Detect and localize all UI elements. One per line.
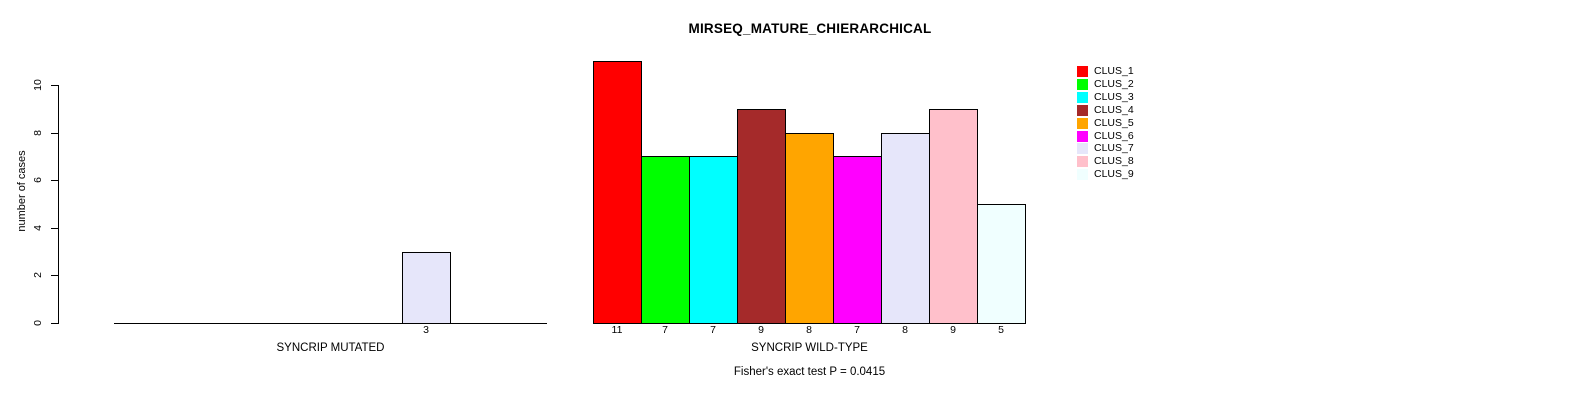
legend-label: CLUS_1 bbox=[1094, 65, 1134, 77]
legend-item: CLUS_6 bbox=[1077, 130, 1134, 143]
bar-value-label: 7 bbox=[710, 324, 716, 336]
fisher-test-annotation: Fisher's exact test P = 0.0415 bbox=[733, 366, 886, 378]
bar-clus_3 bbox=[689, 156, 738, 324]
group-baseline bbox=[114, 323, 547, 324]
legend-swatch bbox=[1077, 143, 1088, 154]
legend-swatch bbox=[1077, 169, 1088, 180]
y-axis-line bbox=[58, 85, 59, 324]
y-axis-tick-label: 10 bbox=[31, 79, 44, 91]
legend-swatch bbox=[1077, 92, 1088, 103]
group-label-mutated: SYNCRIP MUTATED bbox=[276, 342, 385, 354]
legend-item: CLUS_8 bbox=[1077, 155, 1134, 168]
bar-value-label: 7 bbox=[662, 324, 668, 336]
y-axis-tick bbox=[51, 180, 58, 181]
legend-label: CLUS_2 bbox=[1094, 78, 1134, 90]
legend-item: CLUS_1 bbox=[1077, 65, 1134, 78]
bar-value-label: 8 bbox=[806, 324, 812, 336]
legend-label: CLUS_6 bbox=[1094, 130, 1134, 142]
bar-value-label: 11 bbox=[611, 324, 623, 336]
bar-clus_7 bbox=[402, 252, 451, 324]
legend-swatch bbox=[1077, 118, 1088, 129]
bar-value-label: 9 bbox=[758, 324, 764, 336]
legend-item: CLUS_2 bbox=[1077, 78, 1134, 91]
bar-clus_7 bbox=[881, 133, 930, 324]
y-axis-label: number of cases bbox=[16, 150, 28, 232]
legend-swatch bbox=[1077, 105, 1088, 116]
legend-item: CLUS_3 bbox=[1077, 91, 1134, 104]
legend-label: CLUS_8 bbox=[1094, 155, 1134, 167]
bar-value-label: 8 bbox=[902, 324, 908, 336]
y-axis-tick-label: 0 bbox=[31, 320, 44, 326]
y-axis-tick bbox=[51, 85, 58, 86]
legend-label: CLUS_3 bbox=[1094, 91, 1134, 103]
bar-clus_1 bbox=[593, 61, 642, 324]
bar-value-label: 9 bbox=[950, 324, 956, 336]
legend-swatch bbox=[1077, 156, 1088, 167]
bar-clus_8 bbox=[929, 109, 978, 324]
legend-item: CLUS_4 bbox=[1077, 104, 1134, 117]
bar-value-label: 7 bbox=[854, 324, 860, 336]
chart-title: MIRSEQ_MATURE_CHIERARCHICAL bbox=[688, 21, 932, 36]
legend-label: CLUS_7 bbox=[1094, 142, 1134, 154]
bar-value-label: 5 bbox=[998, 324, 1004, 336]
bar-clus_2 bbox=[641, 156, 690, 324]
legend-swatch bbox=[1077, 131, 1088, 142]
legend-label: CLUS_9 bbox=[1094, 168, 1134, 180]
legend-label: CLUS_5 bbox=[1094, 117, 1134, 129]
y-axis-tick bbox=[51, 323, 58, 324]
legend-swatch bbox=[1077, 79, 1088, 90]
y-axis-tick bbox=[51, 228, 58, 229]
y-axis-tick-label: 6 bbox=[31, 177, 44, 183]
y-axis-tick-label: 4 bbox=[31, 225, 44, 231]
bar-clus_5 bbox=[785, 133, 834, 324]
group-label-wildtype: SYNCRIP WILD-TYPE bbox=[751, 342, 868, 354]
y-axis-tick-label: 2 bbox=[31, 272, 44, 278]
bar-clus_6 bbox=[833, 156, 882, 324]
legend-item: CLUS_5 bbox=[1077, 117, 1134, 130]
bar-clus_9 bbox=[977, 204, 1026, 324]
legend-item: CLUS_9 bbox=[1077, 168, 1134, 181]
legend-swatch bbox=[1077, 66, 1088, 77]
legend-label: CLUS_4 bbox=[1094, 104, 1134, 116]
legend-item: CLUS_7 bbox=[1077, 142, 1134, 155]
y-axis-tick bbox=[51, 133, 58, 134]
y-axis-tick bbox=[51, 275, 58, 276]
y-axis-tick-label: 8 bbox=[31, 130, 44, 136]
bar-clus_4 bbox=[737, 109, 786, 324]
bar-value-label: 3 bbox=[423, 324, 429, 336]
